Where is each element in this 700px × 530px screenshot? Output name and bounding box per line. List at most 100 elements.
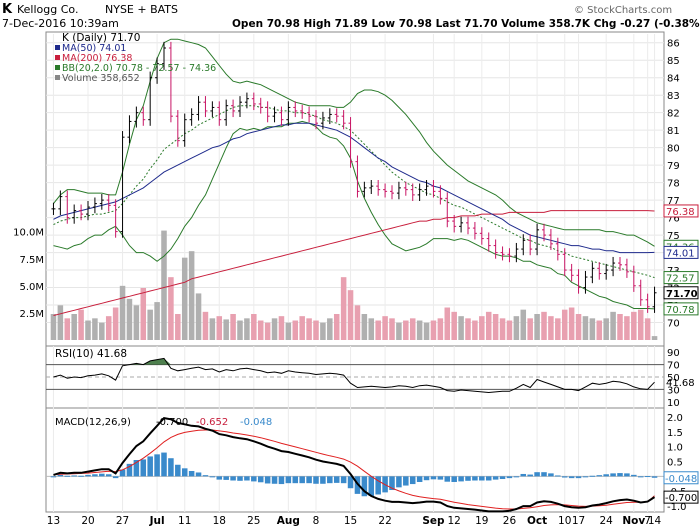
price-bar (92, 197, 97, 214)
volume-bar (582, 316, 589, 340)
macd-histogram-bar (64, 475, 71, 477)
macd-tick-label: -1.0 (667, 502, 687, 513)
price-bar (79, 204, 84, 221)
price-bar (293, 101, 298, 118)
x-tick-label: Jul (149, 515, 165, 527)
macd-histogram-bar (223, 476, 229, 480)
x-tick-label: 12 (447, 515, 460, 527)
volume-bar (472, 320, 478, 340)
x-tick-label: 17 (572, 515, 585, 527)
macd-histogram-bar (209, 476, 216, 478)
price-bar (203, 96, 208, 118)
macd-histogram-bar (237, 476, 243, 481)
legend-volume: Volume 358,652 (62, 73, 140, 84)
macd-histogram-bar (603, 474, 609, 477)
macd-histogram-bar (230, 476, 236, 481)
volume-bar (105, 316, 112, 340)
price-tick-label: 85 (667, 56, 680, 67)
volume-bar (306, 318, 312, 340)
macd-value-box (663, 471, 699, 485)
macd-histogram-bar (403, 476, 409, 486)
volume-bar (596, 320, 603, 340)
macd-series (46, 417, 664, 513)
price-bar (611, 256, 616, 277)
price-bar (459, 216, 464, 233)
macd-histogram-bar (78, 475, 84, 477)
price-bar (396, 181, 401, 200)
macd-histogram-bar (361, 476, 368, 497)
x-tick-label: Nov (622, 515, 645, 527)
macd-histogram-bar (610, 473, 616, 477)
price-bar (162, 41, 166, 70)
macd-histogram-bar (492, 476, 499, 480)
volume-bar (368, 318, 375, 340)
volume-bar (161, 230, 167, 340)
price-bar (652, 286, 657, 313)
macd-label-signal: -0.652 (196, 417, 228, 428)
price-bar (514, 242, 519, 263)
legend-swatch-ma200 (55, 55, 60, 60)
volume-tick-label: 10.0M (13, 228, 44, 239)
volume-bar (651, 336, 658, 340)
volume-bar (403, 320, 409, 340)
volume-bar (624, 316, 630, 340)
macd-histogram-bar (541, 472, 547, 477)
macd-histogram-bar (589, 475, 596, 477)
x-tick-label: 14 (648, 515, 662, 527)
volume-bar (216, 316, 223, 340)
volume-bar (71, 314, 77, 340)
volume-bar (64, 318, 71, 340)
macd-histogram-bar (105, 474, 112, 477)
volume-bar (299, 316, 305, 340)
volume-bar (396, 322, 402, 340)
price-bar (279, 106, 284, 126)
macd-signal-line (53, 429, 655, 510)
price-bar (618, 256, 622, 271)
price-bar (86, 200, 90, 221)
price-bar (106, 193, 111, 212)
volume-bar (485, 311, 492, 340)
price-bar (168, 41, 173, 123)
price-bar (217, 101, 222, 126)
volume-bar (271, 318, 278, 340)
volume-bar (610, 311, 616, 340)
price-bar (403, 181, 408, 196)
macd-histogram-bar (85, 474, 91, 477)
price-bar (590, 262, 595, 284)
price-bar (244, 92, 249, 109)
price-value-box (663, 271, 699, 285)
x-tick-label: 20 (81, 515, 94, 527)
x-tick-label: 22 (378, 515, 391, 527)
volume-bar (244, 318, 250, 340)
exchange: NYSE + BATS (105, 3, 178, 16)
volume-bar (257, 320, 264, 340)
macd-histogram-bar (444, 476, 451, 482)
price-bar (51, 202, 56, 215)
price-bar (334, 108, 339, 123)
macd-histogram-bar (278, 476, 285, 485)
volume-bar (555, 318, 561, 340)
macd-line (53, 417, 656, 513)
volume-bar (133, 305, 140, 340)
macd-histogram-bar (216, 476, 223, 480)
x-tick-label: 24 (599, 515, 613, 527)
price-value-box (663, 302, 699, 316)
volume-bar (575, 314, 582, 340)
price-bar (65, 190, 70, 224)
price-bar (272, 106, 277, 123)
volume-bar (444, 307, 451, 340)
macd-histogram-bar (520, 473, 527, 477)
x-tick-label: 13 (47, 515, 60, 527)
overlay-lines (53, 38, 655, 316)
volume-tick-label: 5.0M (19, 282, 44, 293)
x-tick-label: 8 (313, 515, 320, 527)
price-bar (265, 101, 270, 123)
price-bar (569, 263, 574, 282)
volume-bar (340, 277, 347, 340)
volume-bar (168, 277, 174, 340)
volume-bar (292, 320, 299, 340)
macd-legend: MACD(12,26,9) -0.700 -0.652 -0.048 (55, 417, 272, 428)
price-bar (472, 221, 477, 240)
price-tick-label: 76 (667, 214, 680, 225)
volume-bar (78, 309, 84, 340)
